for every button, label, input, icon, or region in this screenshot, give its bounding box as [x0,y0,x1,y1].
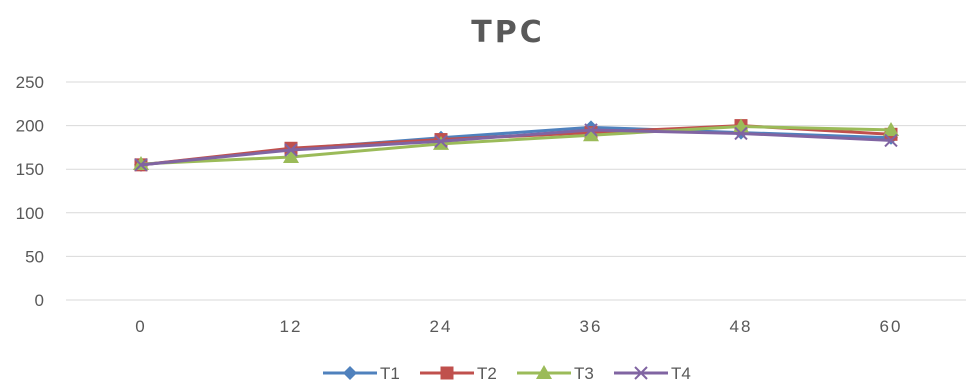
chart-title: TPC [471,15,544,50]
y-tick-label: 0 [35,291,44,310]
gridlines [66,81,966,301]
legend-marker [440,366,454,380]
y-axis-ticks: 0 50 100 150 200 250 [16,73,44,310]
legend-item-t3: T3 [517,364,594,382]
legend-item-t1: T1 [323,364,400,382]
data-point-stroke [734,126,748,141]
data-point [734,126,748,141]
x-tick-label: 0 [135,317,146,336]
x-tick-label: 12 [280,317,303,336]
legend-label: T3 [574,364,594,382]
y-tick-label: 150 [16,160,44,179]
series-line [140,124,892,166]
y-tick-label: 200 [16,117,44,136]
data-point-stroke [584,123,598,137]
data-point-stroke [434,134,448,149]
data-point [583,127,599,142]
data-point-stroke [134,158,148,172]
data-point [283,148,299,163]
legend-item-t4: T4 [614,364,691,382]
legend-marker [343,366,357,380]
y-tick-label: 100 [16,204,44,223]
legend-label: T2 [477,364,497,382]
data-point [883,121,899,136]
legend: T1 T2 T3 T4 [323,364,691,382]
series-lines [133,118,899,172]
legend-label: T4 [671,364,691,382]
data-point [584,123,598,137]
data-point [434,134,448,149]
x-tick-label: 24 [430,317,453,336]
series-line [140,128,892,167]
series-t3 [133,118,899,170]
data-point [884,133,898,148]
y-tick-label: 50 [25,247,44,266]
legend-marker-stroke [634,366,648,380]
legend-marker [634,366,648,380]
data-point [134,158,148,172]
series-t4 [134,123,898,172]
y-tick-label: 250 [16,73,44,92]
legend-label: T1 [380,364,400,382]
data-point-stroke [284,143,298,157]
data-point [133,155,149,170]
data-point-stroke [884,133,898,148]
legend-marker [536,365,552,379]
legend-item-t2: T2 [420,364,497,382]
data-point [284,143,298,157]
x-tick-label: 60 [880,317,903,336]
x-tick-label: 36 [580,317,603,336]
x-tick-label: 48 [730,317,753,336]
x-axis-ticks: 0 12 24 36 48 60 [135,317,903,336]
